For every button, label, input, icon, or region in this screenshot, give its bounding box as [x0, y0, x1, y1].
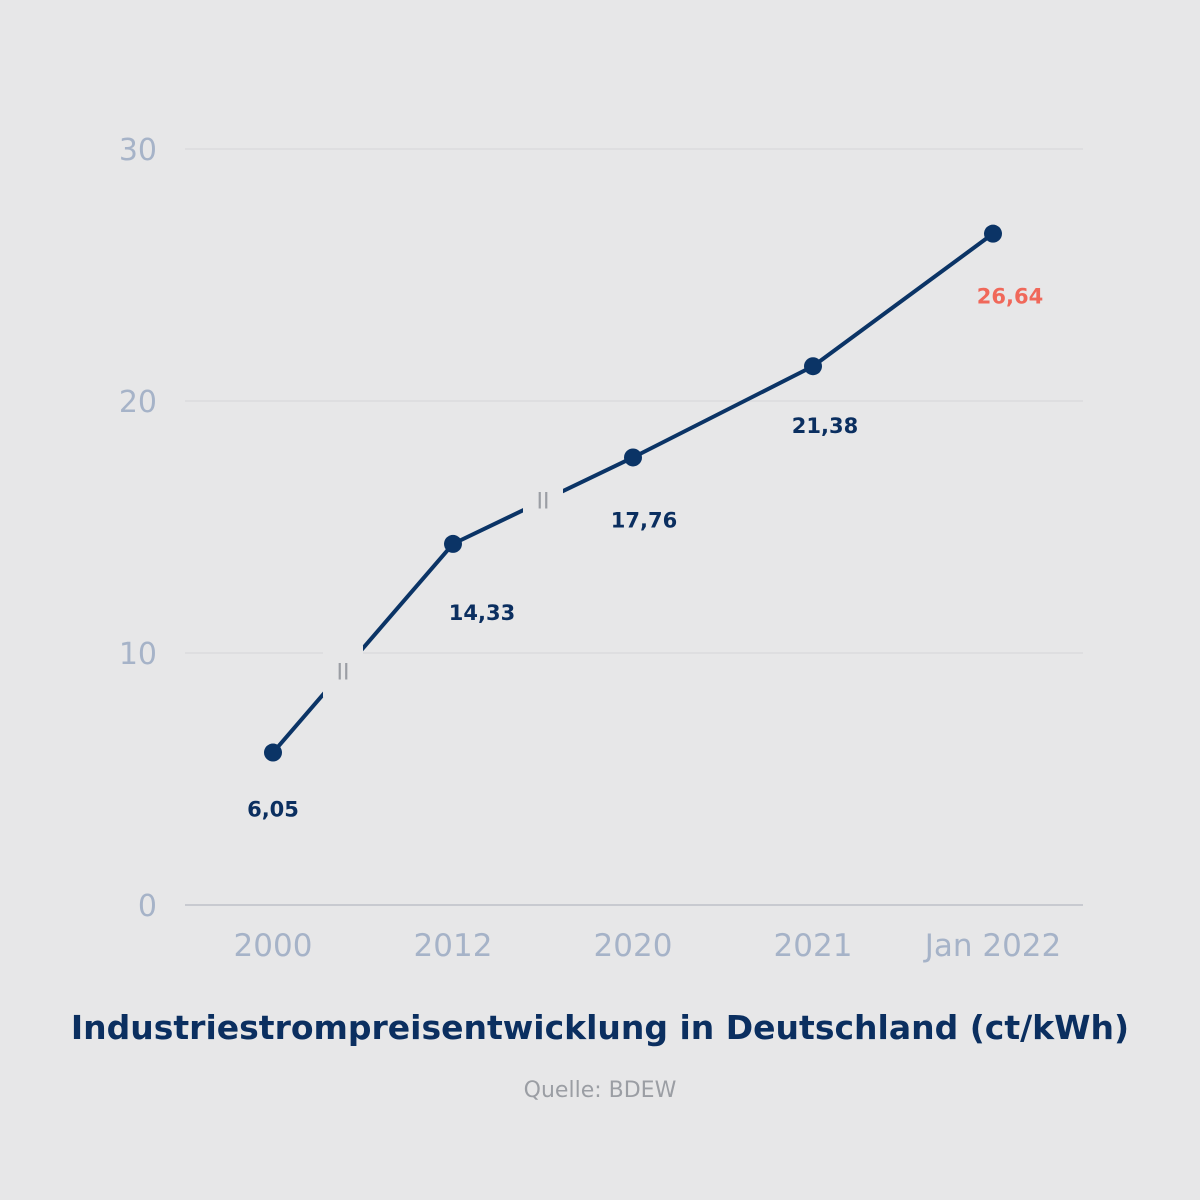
data-point: [624, 448, 642, 467]
series-line: [271, 232, 995, 754]
data-point: [804, 357, 822, 376]
x-tick-label: Jan 2022: [923, 928, 1062, 964]
x-tick-label: 2021: [774, 928, 853, 964]
x-tick-label: 2012: [414, 928, 493, 964]
x-tick-label: 2000: [234, 928, 313, 964]
data-label: 17,76: [611, 508, 677, 532]
axis-break-marker: II: [537, 490, 550, 515]
line-chart: 0 10 20 30 2000 2012 2020 2021 Jan 2022 II II 6,05 1…: [119, 133, 1083, 964]
data-label: 21,38: [792, 414, 858, 438]
data-point: [444, 534, 462, 553]
axis-break-gap: [323, 645, 363, 698]
y-tick-label: 20: [119, 385, 157, 420]
data-point: [984, 224, 1002, 243]
data-point: [264, 743, 282, 762]
x-tick-label: 2020: [594, 928, 673, 964]
chart-title: Industriestrompreisentwicklung in Deutsc…: [70, 1008, 1130, 1047]
axis-break-gap: [523, 474, 563, 527]
data-label: 26,64: [977, 285, 1043, 309]
y-tick-label: 0: [138, 889, 157, 924]
axis-break-marker: II: [337, 660, 350, 685]
chart-source: Quelle: BDEW: [523, 1078, 677, 1103]
data-label: 14,33: [449, 601, 515, 625]
data-label: 6,05: [247, 798, 299, 822]
y-tick-label: 10: [119, 637, 157, 672]
y-tick-label: 30: [119, 133, 157, 168]
